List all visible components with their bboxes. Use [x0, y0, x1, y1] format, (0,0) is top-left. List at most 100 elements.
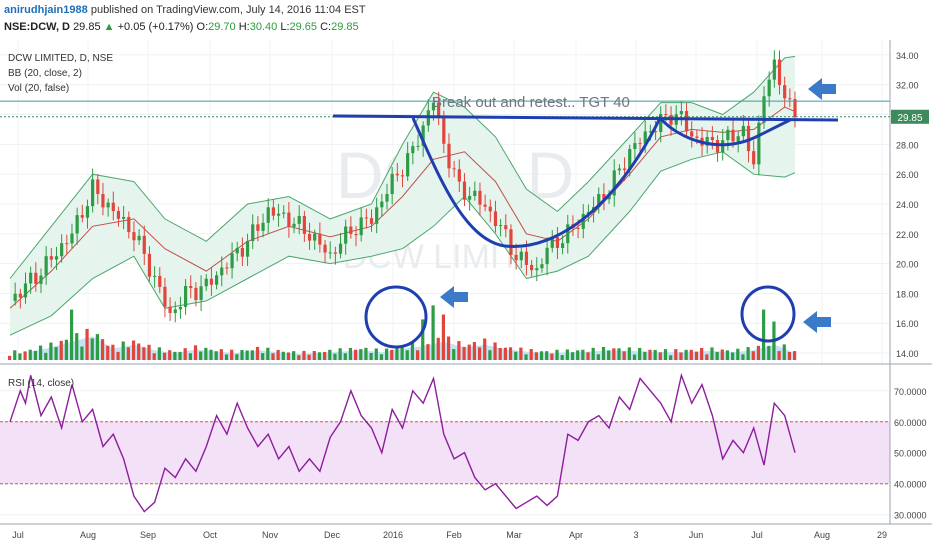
chart-header: anirudhjain1988 published on TradingView… — [0, 0, 932, 38]
volume-bar — [359, 349, 363, 360]
volume-bar — [508, 347, 513, 360]
rsi-axis[interactable]: 30.0000 40.0000 50.0000 60.0000 70.0000 — [894, 387, 927, 521]
candle-body — [54, 256, 59, 260]
volume-bar — [684, 349, 688, 360]
volume-bar — [245, 350, 249, 360]
volume-bar — [421, 319, 425, 360]
volume-bar — [436, 337, 440, 360]
price-axis[interactable]: 14.00 16.00 18.00 20.00 22.00 24.00 26.00 28.00… — [896, 51, 919, 359]
volume-bar — [410, 342, 415, 360]
author-link[interactable]: anirudhjain1988 — [4, 4, 88, 16]
volume-bar — [560, 355, 564, 360]
candle-body — [473, 190, 477, 197]
candle-body — [29, 272, 33, 284]
candle-body — [406, 153, 410, 177]
candle-body — [777, 59, 782, 86]
candle-body — [44, 256, 48, 276]
candle-body — [60, 243, 64, 257]
volume-bar — [596, 354, 600, 360]
volume-bar — [576, 350, 580, 360]
candle-body — [369, 218, 374, 224]
candle-body — [70, 233, 74, 244]
candle-body — [354, 233, 358, 236]
volume-bar — [720, 349, 724, 360]
publish-line: anirudhjain1988 published on TradingView… — [4, 4, 366, 16]
candle-body — [375, 207, 379, 224]
candle-body — [163, 286, 167, 307]
time-tick-label: Jul — [751, 530, 763, 540]
volume-bar — [240, 350, 244, 360]
volume-bar — [266, 347, 270, 360]
candle-body — [338, 243, 343, 254]
volume-bar — [90, 338, 94, 360]
breakout-trendline[interactable] — [332, 114, 839, 122]
candle-body — [411, 146, 415, 154]
price-tick-label: 14.00 — [896, 349, 919, 359]
bollinger-upper-line — [9, 55, 796, 279]
volume-bar — [426, 344, 430, 360]
candle-body — [137, 235, 141, 241]
candle-body — [256, 224, 260, 231]
candle-body — [602, 194, 606, 200]
volume-bar — [452, 349, 456, 360]
volume-bar — [49, 342, 53, 360]
volume-bar — [694, 351, 699, 360]
ohlc-line: NSE:DCW, D 29.85 ▲ +0.05 (+0.17%) O:29.7… — [4, 21, 359, 33]
candle-body — [576, 227, 580, 229]
time-tick-label: 2016 — [383, 530, 403, 540]
candle-body — [493, 211, 498, 227]
volume-bar — [793, 351, 797, 360]
candle-body — [648, 131, 652, 133]
volume-bar — [261, 353, 265, 360]
volume-bar — [152, 353, 156, 360]
candle-body — [323, 244, 327, 253]
volume-bar — [111, 344, 115, 360]
volume-bar — [669, 355, 673, 360]
volume-bar — [674, 349, 678, 360]
volume-circle-left[interactable] — [364, 285, 428, 349]
volume-bar — [75, 333, 79, 360]
candle-body — [173, 309, 177, 313]
chart-canvas[interactable]: DCW, D DCW LIMITED Break out and retest.… — [0, 38, 932, 550]
volume-bar — [69, 309, 74, 360]
volume-bar — [354, 349, 358, 360]
arrow-left-icon — [808, 78, 836, 100]
volume-bar — [374, 348, 378, 360]
time-tick-label: Jul — [12, 530, 24, 540]
candle-body — [65, 243, 69, 245]
low-label: L: — [280, 21, 290, 33]
volume-bar — [162, 352, 167, 360]
candle-body — [132, 232, 136, 241]
candle-body — [442, 117, 446, 144]
candle-body — [235, 247, 239, 254]
volume-bar — [33, 350, 38, 360]
price-tick-label: 16.00 — [896, 319, 919, 329]
volume-bar — [725, 350, 730, 360]
volume-bar — [787, 352, 792, 360]
candle-body — [349, 226, 353, 234]
price-candles — [13, 50, 797, 323]
candle-body — [276, 213, 281, 216]
candle-body — [752, 151, 756, 165]
volume-circle-right[interactable] — [740, 285, 796, 343]
time-tick-label: Aug — [814, 530, 830, 540]
volume-bar — [483, 338, 487, 360]
cup-handle-curve[interactable] — [411, 115, 791, 248]
volume-bar — [199, 351, 203, 360]
time-axis[interactable]: Jul Aug Sep Oct Nov Dec 2016 Feb Mar Apr 3 Jun Jul Au… — [12, 530, 887, 540]
price-tag-text: 29.85 — [897, 113, 922, 124]
volume-bar — [80, 346, 84, 360]
volume-bar — [565, 349, 569, 360]
time-tick-label: Mar — [506, 530, 522, 540]
volume-bar — [638, 347, 642, 360]
rsi-line — [9, 372, 796, 513]
volume-bar — [64, 339, 69, 360]
volume-bar — [131, 340, 136, 360]
candle-body — [504, 225, 508, 230]
volume-bar — [13, 350, 17, 360]
price-tag-bg — [891, 109, 929, 124]
rsi-tick-label: 50.0000 — [894, 449, 927, 459]
candle-body — [643, 131, 647, 144]
volume-bar — [550, 353, 554, 360]
volume-bar — [307, 354, 311, 360]
